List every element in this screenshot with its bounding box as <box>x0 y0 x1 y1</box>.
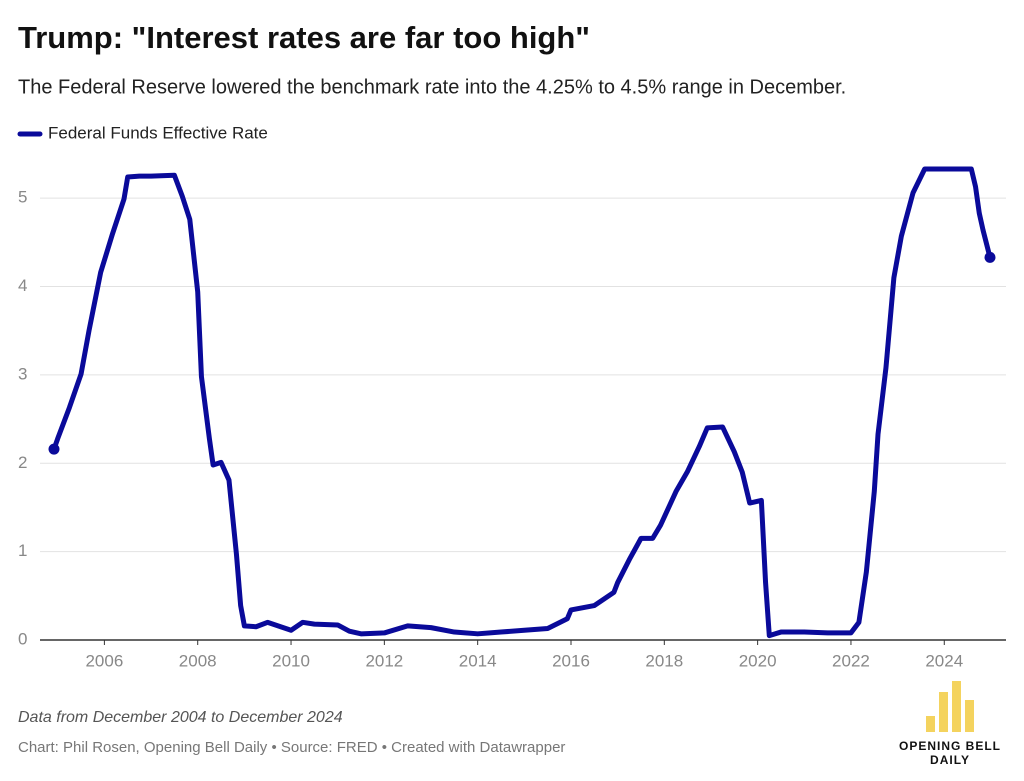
chart-title: Trump: "Interest rates are far too high" <box>18 20 590 55</box>
logo-text: OPENING BELL <box>899 739 1001 753</box>
legend-label: Federal Funds Effective Rate <box>48 123 268 142</box>
logo-bar <box>939 692 948 732</box>
credit: Chart: Phil Rosen, Opening Bell Daily • … <box>18 739 565 756</box>
x-tick-label: 2010 <box>272 651 310 670</box>
logo-bar <box>952 681 961 732</box>
chart-subtitle: The Federal Reserve lowered the benchmar… <box>18 76 846 98</box>
y-tick-label: 0 <box>18 629 27 648</box>
line <box>51 166 993 639</box>
y-tick-label: 4 <box>18 276 27 295</box>
end-dot <box>984 251 996 263</box>
logo-bar <box>965 700 974 732</box>
logo-text: DAILY <box>930 753 970 767</box>
x-tick-label: 2012 <box>365 651 403 670</box>
logo-bar <box>926 716 935 732</box>
x-tick-label: 2024 <box>925 651 963 670</box>
end-dot <box>48 443 60 455</box>
note: Data from December 2004 to December 2024 <box>18 709 343 726</box>
x-tick-label: 2016 <box>552 651 590 670</box>
y-tick-label: 2 <box>18 453 27 472</box>
x-tick-label: 2008 <box>179 651 217 670</box>
y-tick-label: 5 <box>18 188 27 207</box>
x-tick-label: 2018 <box>645 651 683 670</box>
x-tick-label: 2022 <box>832 651 870 670</box>
logo: OPENING BELL DAILY <box>899 681 1001 767</box>
x-tick-label: 2014 <box>459 651 497 670</box>
y-tick-label: 1 <box>18 541 27 560</box>
y-tick-label: 3 <box>18 364 27 383</box>
x-tick-label: 2020 <box>739 651 777 670</box>
x-tick-label: 2006 <box>85 651 123 670</box>
